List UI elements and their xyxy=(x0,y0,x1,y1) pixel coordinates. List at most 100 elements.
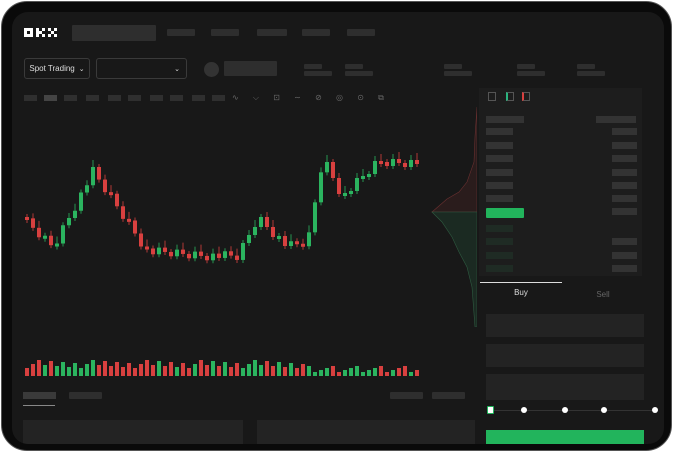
candle xyxy=(73,210,77,218)
candle xyxy=(103,179,107,193)
volume-bar xyxy=(181,363,185,376)
candle xyxy=(301,243,305,247)
volume-bar xyxy=(85,364,89,376)
timeframe-button[interactable] xyxy=(170,95,183,101)
ask-size xyxy=(612,128,637,135)
volume-bar xyxy=(37,360,41,376)
volume-bar xyxy=(325,368,329,376)
chevron-down-icon: ⌄ xyxy=(78,65,85,73)
timeframe-button[interactable] xyxy=(86,95,99,101)
candle xyxy=(187,253,191,259)
stat-value xyxy=(517,71,545,76)
candle xyxy=(163,247,167,252)
volume-bar xyxy=(61,362,65,376)
volume-bar xyxy=(391,370,395,376)
volume-bar xyxy=(265,361,269,376)
candlestick-chart[interactable] xyxy=(12,107,477,382)
volume-bar xyxy=(127,363,131,376)
book-asks-icon[interactable] xyxy=(522,92,530,101)
book-header xyxy=(486,116,524,123)
candle xyxy=(199,251,203,256)
stat-label xyxy=(345,64,363,69)
candle xyxy=(253,227,257,235)
candle xyxy=(337,178,341,194)
tab-open-orders[interactable] xyxy=(23,392,56,399)
amount-input[interactable] xyxy=(486,344,644,367)
candle xyxy=(349,191,353,194)
volume-bar xyxy=(415,370,419,376)
volume-bar xyxy=(91,360,95,376)
timeframe-button[interactable] xyxy=(192,95,205,101)
volume-bar xyxy=(139,364,143,376)
timeframe-button[interactable] xyxy=(44,95,57,101)
candle xyxy=(217,253,221,258)
ask-price xyxy=(486,142,513,149)
total-input[interactable] xyxy=(486,374,644,400)
timeframe-button[interactable] xyxy=(128,95,141,101)
candle xyxy=(403,163,407,167)
volume-bar xyxy=(295,368,299,376)
volume-bar xyxy=(349,368,353,376)
slider-step[interactable] xyxy=(601,407,607,413)
book-bids-icon[interactable] xyxy=(506,92,514,101)
candle xyxy=(319,172,323,203)
volume-bar xyxy=(175,367,179,376)
volume-bar xyxy=(271,366,275,376)
ask-price xyxy=(486,128,513,135)
nav-item[interactable] xyxy=(347,29,375,36)
book-both-icon[interactable] xyxy=(488,92,496,101)
volume-bar xyxy=(103,361,107,376)
volume-bar xyxy=(199,360,203,376)
candle xyxy=(61,225,65,244)
candle xyxy=(127,218,131,222)
leverage-slider[interactable] xyxy=(490,410,658,411)
timeframe-button[interactable] xyxy=(150,95,163,101)
filter-button[interactable] xyxy=(390,392,423,399)
price-display xyxy=(224,61,277,76)
stat-value xyxy=(577,71,605,76)
slider-step[interactable] xyxy=(521,407,527,413)
timeframe-button[interactable] xyxy=(24,95,37,101)
tab-buy[interactable]: Buy xyxy=(514,288,528,297)
timeframe-button[interactable] xyxy=(212,95,225,101)
volume-bar xyxy=(109,366,113,376)
slider-step[interactable] xyxy=(562,407,568,413)
slider-step[interactable] xyxy=(652,407,658,413)
timeframe-button[interactable] xyxy=(64,95,77,101)
nav-item[interactable] xyxy=(167,29,195,36)
volume-bar xyxy=(373,368,377,376)
search-bar[interactable] xyxy=(72,25,156,41)
candle xyxy=(115,193,119,207)
price-input[interactable] xyxy=(486,314,644,337)
timeframe-button[interactable] xyxy=(108,95,121,101)
filter-button[interactable] xyxy=(432,392,465,399)
volume-bar xyxy=(115,362,119,376)
candle xyxy=(313,202,317,233)
candle xyxy=(289,241,293,246)
volume-bar xyxy=(409,372,413,376)
bid-price xyxy=(486,238,513,245)
bid-price xyxy=(486,265,513,272)
depth-chart xyxy=(431,107,477,327)
nav-item[interactable] xyxy=(211,29,239,36)
market-select[interactable]: Spot Trading ⌄ xyxy=(24,58,90,79)
volume-bar xyxy=(223,362,227,376)
tab-sell[interactable]: Sell xyxy=(596,290,610,299)
buy-button[interactable] xyxy=(486,430,644,444)
volume-bar xyxy=(205,365,209,376)
ask-price xyxy=(486,155,513,162)
ask-size xyxy=(612,142,637,149)
nav-item[interactable] xyxy=(302,29,330,36)
ask-size xyxy=(612,182,637,189)
pair-select[interactable]: ⌄ xyxy=(96,58,187,79)
volume-bar xyxy=(367,370,371,376)
candle xyxy=(379,161,383,164)
candle xyxy=(397,159,401,163)
candle xyxy=(133,220,137,234)
slider-handle[interactable] xyxy=(487,406,494,414)
nav-item[interactable] xyxy=(257,29,287,36)
tab-order-history[interactable] xyxy=(69,392,102,399)
orders-panel xyxy=(23,420,243,444)
drawing-tools-icon[interactable]: ∿ ⌵ ⊡ ∼ ⊘ ◎ ⊙ ⧉ xyxy=(232,93,390,102)
ask-price xyxy=(486,169,513,176)
